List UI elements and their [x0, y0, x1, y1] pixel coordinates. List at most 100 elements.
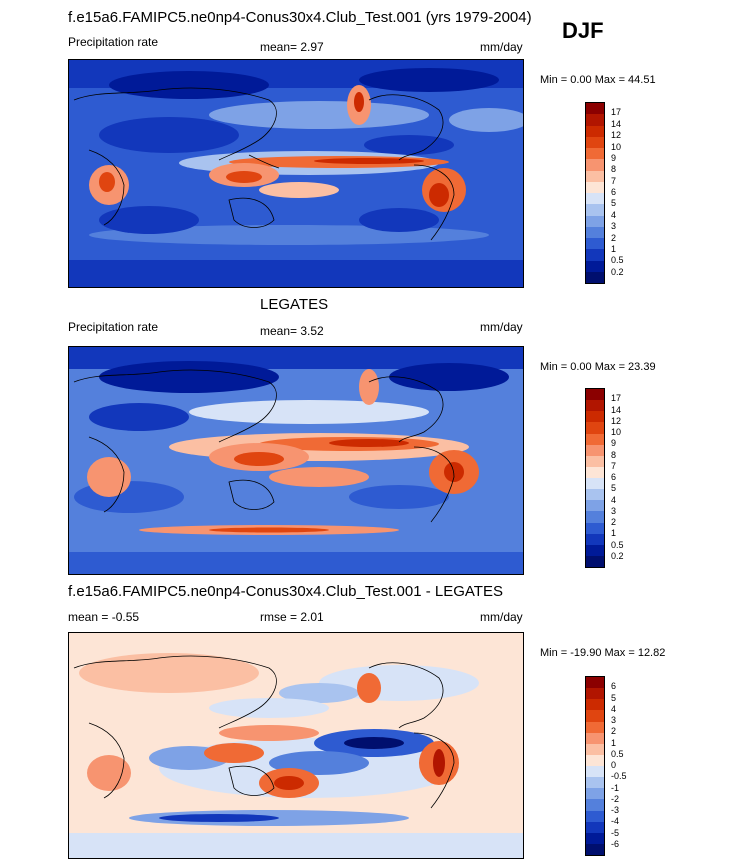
colorbar-tick-label: 0.2 [611, 266, 624, 277]
colorbar-segment [586, 260, 604, 272]
colorbar-segment [586, 489, 604, 501]
colorbar-tick-label: 10 [611, 427, 622, 437]
colorbar-segment [586, 821, 604, 833]
colorbar-tick-label: 0.5 [611, 748, 624, 759]
panel1-variable-label: Precipitation rate [68, 35, 159, 49]
colorbar-segment [586, 754, 604, 766]
colorbar-tick-label: 4 [611, 703, 617, 714]
colorbar-tick-label: 0.5 [611, 539, 624, 550]
panel1-map [68, 59, 524, 288]
colorbar-segment [586, 544, 604, 556]
colorbar-tick-label: -1 [611, 782, 620, 793]
colorbar-tick-label: -2 [611, 793, 620, 804]
colorbar-segment [586, 522, 604, 534]
colorbar-tick-label: 2 [611, 726, 617, 737]
colorbar-segment [586, 159, 604, 171]
colorbar-segment [586, 766, 604, 778]
colorbar-segment [586, 226, 604, 238]
colorbar-segment [586, 215, 604, 227]
colorbar-tick-label: 2 [611, 232, 617, 243]
panel2-units-label: mm/day [480, 320, 523, 334]
panel2-variable-label: Precipitation rate [68, 320, 159, 334]
colorbar-tick-label: -6 [611, 838, 620, 849]
panel1-colorbar [585, 102, 605, 284]
panel3-map [68, 632, 524, 859]
panel3-rmse-label: rmse = 2.01 [260, 610, 324, 624]
colorbar-segment [586, 743, 604, 755]
colorbar-segment [586, 422, 604, 434]
colorbar-tick-label: 14 [611, 118, 622, 129]
colorbar-tick-label: 8 [611, 449, 617, 460]
colorbar-tick-label: 0.2 [611, 550, 624, 561]
colorbar-tick-label: 4 [611, 494, 617, 505]
colorbar-segment [586, 688, 604, 700]
colorbar-segment [586, 444, 604, 456]
colorbar-segment [586, 204, 604, 216]
colorbar-segment [586, 555, 604, 567]
colorbar-tick-label: 9 [611, 152, 617, 163]
colorbar-tick-label: 17 [611, 107, 622, 118]
colorbar-tick-label: 5 [611, 483, 617, 494]
colorbar-tick-label: 6 [611, 681, 617, 692]
colorbar-tick-label: 8 [611, 164, 617, 175]
colorbar-tick-label: 10 [611, 141, 622, 152]
colorbar-tick-label: 4 [611, 209, 617, 220]
season-label: DJF [562, 18, 604, 43]
colorbar-tick-label: 6 [611, 187, 617, 197]
colorbar-tick-label: 7 [611, 175, 617, 186]
panel1-title: f.e15a6.FAMIPC5.ne0np4-Conus30x4.Club_Te… [68, 9, 532, 26]
colorbar-segment [586, 136, 604, 148]
panel3-mean-label: mean = -0.55 [68, 610, 140, 624]
colorbar-tick-label: 17 [611, 393, 622, 404]
colorbar-tick-label: 3 [611, 221, 617, 232]
colorbar-tick-label: -0.5 [611, 771, 627, 782]
colorbar-tick-label: 1 [611, 243, 617, 254]
colorbar-segment [586, 400, 604, 412]
panel3-colorbar [585, 676, 605, 856]
colorbar-tick-label: 2 [611, 517, 617, 527]
colorbar-segment [586, 799, 604, 811]
colorbar-segment [586, 271, 604, 283]
colorbar-tick-label: 14 [611, 404, 622, 415]
colorbar-segment [586, 478, 604, 490]
colorbar-tick-label: 12 [611, 415, 622, 426]
panel2-colorbar [585, 388, 605, 568]
colorbar-tick-label: 3 [611, 715, 617, 725]
colorbar-segment [586, 433, 604, 445]
colorbar-segment [586, 411, 604, 423]
colorbar-segment [586, 466, 604, 478]
colorbar-tick-label: -3 [611, 805, 620, 815]
colorbar-tick-label: 12 [611, 130, 622, 141]
panel2-minmax: Min = 0.00 Max = 23.39 [540, 361, 656, 373]
colorbar-tick-label: 3 [611, 505, 617, 516]
panel1-mean-label: mean= 2.97 [260, 40, 324, 54]
panel3-units-label: mm/day [480, 610, 523, 624]
panel1-units-label: mm/day [480, 40, 523, 54]
panel2-map [68, 346, 524, 575]
colorbar-segment [586, 103, 604, 115]
colorbar-segment [586, 238, 604, 250]
colorbar-segment [586, 389, 604, 401]
panel2-title: LEGATES [260, 296, 329, 313]
panel3-title: f.e15a6.FAMIPC5.ne0np4-Conus30x4.Club_Te… [68, 583, 503, 600]
colorbar-tick-label: 1 [611, 528, 617, 539]
colorbar-tick-label: -4 [611, 816, 620, 827]
panel3-minmax: Min = -19.90 Max = 12.82 [540, 647, 666, 659]
colorbar-segment [586, 710, 604, 722]
panel2-mean-label: mean= 3.52 [260, 324, 324, 338]
colorbar-tick-label: 1 [611, 737, 617, 748]
colorbar-segment [586, 193, 604, 205]
colorbar-segment [586, 170, 604, 182]
colorbar-segment [586, 788, 604, 800]
colorbar-tick-label: 5 [611, 198, 617, 209]
colorbar-segment [586, 699, 604, 711]
colorbar-tick-label: 7 [611, 460, 617, 471]
colorbar-segment [586, 677, 604, 689]
colorbar-segment [586, 533, 604, 545]
colorbar-segment [586, 114, 604, 126]
colorbar-segment [586, 843, 604, 855]
panel1-minmax: Min = 0.00 Max = 44.51 [540, 74, 656, 86]
colorbar-segment [586, 181, 604, 193]
colorbar-segment [586, 832, 604, 844]
colorbar-segment [586, 511, 604, 523]
